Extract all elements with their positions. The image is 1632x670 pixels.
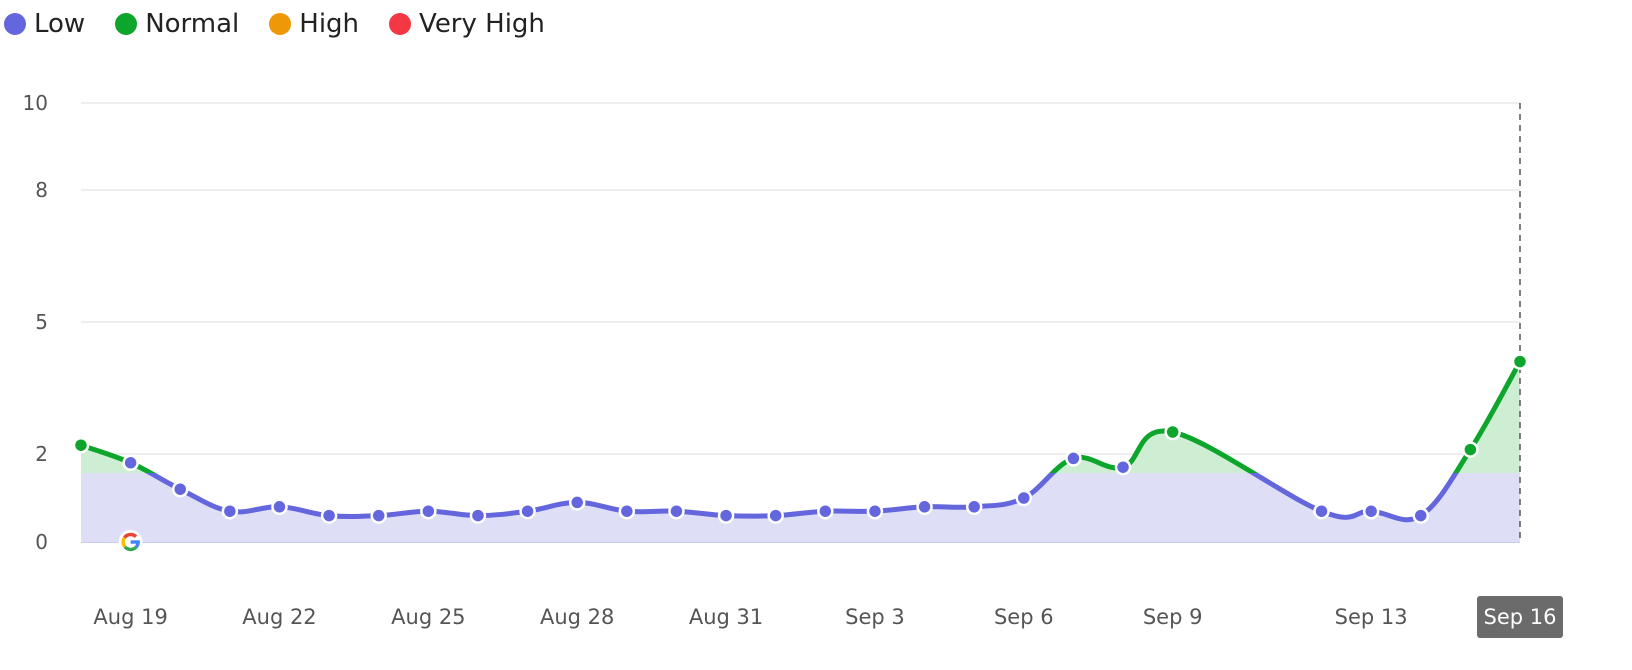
data-point[interactable] xyxy=(668,502,685,520)
series-line-normal xyxy=(80,360,1523,473)
data-point[interactable] xyxy=(1164,423,1181,441)
legend-swatch xyxy=(269,13,292,35)
google-icon-red-arc xyxy=(123,532,138,539)
area-fill-normal xyxy=(81,361,1520,473)
data-point[interactable] xyxy=(469,507,487,524)
x-tick-label: Aug 25 xyxy=(391,605,465,629)
area-fills xyxy=(81,361,1520,542)
data-point[interactable] xyxy=(717,507,735,524)
data-point[interactable] xyxy=(916,498,933,516)
legend-swatch xyxy=(115,13,138,35)
data-point[interactable] xyxy=(171,480,189,498)
x-tick-label: Sep 16 xyxy=(1484,605,1557,629)
data-point[interactable] xyxy=(370,507,387,524)
legend-swatch xyxy=(389,13,412,35)
x-tick-highlight: Sep 16 xyxy=(1477,596,1563,638)
data-point[interactable] xyxy=(1511,353,1529,370)
google-icon-yellow-arc xyxy=(121,536,127,548)
data-point[interactable] xyxy=(122,454,139,472)
x-tick-label: Sep 3 xyxy=(845,605,905,629)
legend-label: Very High xyxy=(419,9,545,39)
data-point[interactable] xyxy=(1462,441,1479,458)
y-axis: 0 2 5 8 10 xyxy=(23,91,48,554)
x-tick-label: Aug 19 xyxy=(93,605,167,629)
legend-label: Normal xyxy=(145,9,240,39)
data-point[interactable] xyxy=(568,494,586,511)
y-tick-label: 8 xyxy=(35,178,48,202)
legend-swatch xyxy=(4,13,26,35)
legend-item-very-high[interactable]: Very High xyxy=(389,9,545,39)
legend-label: High xyxy=(299,9,360,39)
data-point[interactable] xyxy=(1065,450,1082,467)
data-point[interactable] xyxy=(1362,502,1380,520)
area-fill-low xyxy=(81,473,1520,542)
data-point[interactable] xyxy=(1015,489,1033,507)
data-point[interactable] xyxy=(420,502,437,520)
x-tick-label: Sep 13 xyxy=(1335,605,1408,629)
y-tick-label: 5 xyxy=(35,310,48,334)
x-tick-label: Aug 22 xyxy=(242,605,316,629)
series-lines xyxy=(80,360,1523,523)
legend-item-normal[interactable]: Normal xyxy=(115,9,239,39)
x-tick-label: Sep 6 xyxy=(994,605,1054,629)
grid-lines xyxy=(81,102,1520,543)
data-point[interactable] xyxy=(618,502,636,520)
legend-label: Low xyxy=(34,9,86,39)
chart-legend: Low Normal High Very High xyxy=(4,6,575,42)
x-tick-label: Aug 28 xyxy=(540,605,614,629)
data-point[interactable] xyxy=(72,436,90,454)
legend-item-low[interactable]: Low xyxy=(4,9,85,39)
legend-item-high[interactable]: High xyxy=(269,9,359,39)
data-point[interactable] xyxy=(1412,507,1430,524)
series-line-low xyxy=(145,473,1459,523)
y-tick-label: 2 xyxy=(35,442,48,466)
data-points[interactable] xyxy=(72,353,1529,524)
data-point[interactable] xyxy=(271,498,288,516)
y-tick-label: 10 xyxy=(23,91,48,115)
x-axis: Aug 19 Aug 22 Aug 25 Aug 28 Aug 31 Sep 3 Sep 6… xyxy=(93,596,1563,638)
google-icon-green-arc xyxy=(123,545,138,552)
x-tick-label: Sep 9 xyxy=(1143,605,1203,629)
data-point[interactable] xyxy=(767,507,784,524)
x-tick-label: Aug 31 xyxy=(689,605,763,629)
data-point[interactable] xyxy=(221,502,239,520)
data-point[interactable] xyxy=(320,507,338,524)
annotation-icons xyxy=(118,530,143,554)
data-point[interactable] xyxy=(1114,458,1132,476)
data-point[interactable] xyxy=(965,498,983,516)
y-tick-label: 0 xyxy=(35,530,48,554)
data-point[interactable] xyxy=(1313,502,1330,520)
x-tick-highlight-background xyxy=(1477,596,1563,638)
google-icon xyxy=(118,530,143,554)
data-point[interactable] xyxy=(817,502,834,520)
data-point[interactable] xyxy=(866,502,884,520)
data-point[interactable] xyxy=(519,502,536,520)
